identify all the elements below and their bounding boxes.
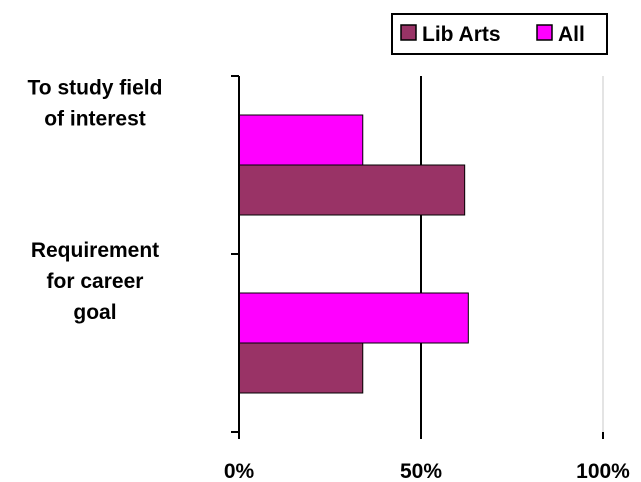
x-tick-label-1: 50% bbox=[400, 460, 442, 482]
category-label-0: To study field of interest bbox=[28, 77, 163, 131]
category-label-line: of interest bbox=[44, 108, 146, 131]
x-tick-label-0: 0% bbox=[224, 460, 255, 482]
legend-box bbox=[391, 13, 608, 55]
axes bbox=[231, 75, 604, 439]
legend: Lib Arts All bbox=[391, 13, 608, 55]
x-tick-labels: 0% 50% 100% bbox=[224, 460, 630, 482]
category-label-1: Requirement for career goal bbox=[31, 239, 159, 324]
category-label-line: Requirement bbox=[31, 239, 159, 262]
gridlines bbox=[420, 76, 604, 432]
legend-swatch-all bbox=[536, 24, 553, 41]
category-label-line: goal bbox=[73, 301, 116, 324]
bar-lib-arts-1 bbox=[238, 342, 364, 394]
bars bbox=[238, 114, 469, 394]
bar-all-0 bbox=[238, 114, 364, 166]
category-label-line: To study field bbox=[28, 77, 163, 100]
legend-label-lib-arts: Lib Arts bbox=[422, 23, 501, 46]
category-labels: To study field of interest Requirement for … bbox=[28, 77, 163, 325]
legend-swatch-lib-arts bbox=[400, 24, 417, 41]
category-label-line: for career bbox=[47, 270, 144, 293]
legend-label-all: All bbox=[558, 23, 585, 46]
bar-lib-arts-0 bbox=[238, 164, 466, 216]
x-tick-label-2: 100% bbox=[576, 460, 630, 482]
bar-all-1 bbox=[238, 292, 469, 344]
